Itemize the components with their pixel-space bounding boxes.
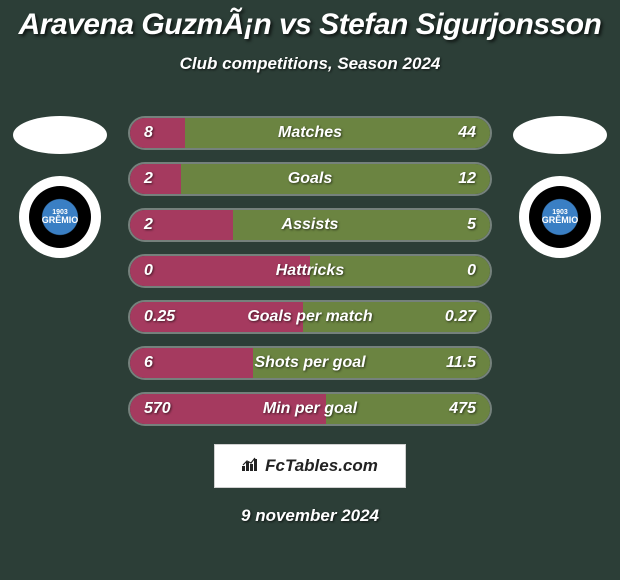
- stats-list: Matches844Goals212Assists25Hattricks00Go…: [128, 116, 492, 426]
- main-area: ★ ★ ★ 1903 GRÊMIO ★ ★ ★ 1903 GRÊMIO Matc…: [0, 116, 620, 426]
- stat-row: Shots per goal6 11.5: [128, 346, 492, 380]
- player-avatar-right: [513, 116, 607, 154]
- stat-label: Matches: [130, 118, 490, 148]
- club-crest: 1903 GRÊMIO: [29, 186, 91, 248]
- subtitle: Club competitions, Season 2024: [0, 54, 620, 74]
- chart-icon: [242, 457, 260, 475]
- stat-row: Assists2 5: [128, 208, 492, 242]
- stat-value-left: 8: [144, 118, 153, 148]
- stat-row: Min per goal570 475: [128, 392, 492, 426]
- stat-value-right: 5: [467, 210, 476, 240]
- stat-label: Goals: [130, 164, 490, 194]
- club-crest: 1903 GRÊMIO: [529, 186, 591, 248]
- stat-value-left: 2: [144, 164, 153, 194]
- watermark-badge: FcTables.com: [214, 444, 406, 488]
- stat-row: Goals per match0.25 0.27: [128, 300, 492, 334]
- club-name-right: 1903 GRÊMIO: [542, 209, 579, 225]
- stat-label: Assists: [130, 210, 490, 240]
- stat-label: Min per goal: [130, 394, 490, 424]
- stat-label: Goals per match: [130, 302, 490, 332]
- stat-label: Hattricks: [130, 256, 490, 286]
- stat-value-right: 0: [467, 256, 476, 286]
- club-name-left: 1903 GRÊMIO: [42, 209, 79, 225]
- comparison-infographic: Aravena GuzmÃ¡n vs Stefan Sigurjonsson C…: [0, 0, 620, 580]
- stat-value-right: 44: [458, 118, 476, 148]
- stat-value-right: 12: [458, 164, 476, 194]
- club-logo-left: ★ ★ ★ 1903 GRÊMIO: [19, 176, 101, 258]
- club-logo-right: ★ ★ ★ 1903 GRÊMIO: [519, 176, 601, 258]
- stat-row: Hattricks0 0: [128, 254, 492, 288]
- stat-value-left: 6: [144, 348, 153, 378]
- stat-row: Matches8 44: [128, 116, 492, 150]
- stat-value-left: 0: [144, 256, 153, 286]
- page-title: Aravena GuzmÃ¡n vs Stefan Sigurjonsson: [0, 0, 620, 42]
- stat-row: Goals2 12: [128, 162, 492, 196]
- player-avatar-left: [13, 116, 107, 154]
- stat-value-right: 0.27: [445, 302, 476, 332]
- stat-value-right: 11.5: [446, 348, 476, 378]
- stat-label: Shots per goal: [130, 348, 490, 378]
- watermark-text: FcTables.com: [265, 456, 378, 476]
- date-label: 9 november 2024: [0, 506, 620, 526]
- stat-value-left: 570: [144, 394, 171, 424]
- stat-value-left: 2: [144, 210, 153, 240]
- stat-value-left: 0.25: [144, 302, 175, 332]
- stat-value-right: 475: [449, 394, 476, 424]
